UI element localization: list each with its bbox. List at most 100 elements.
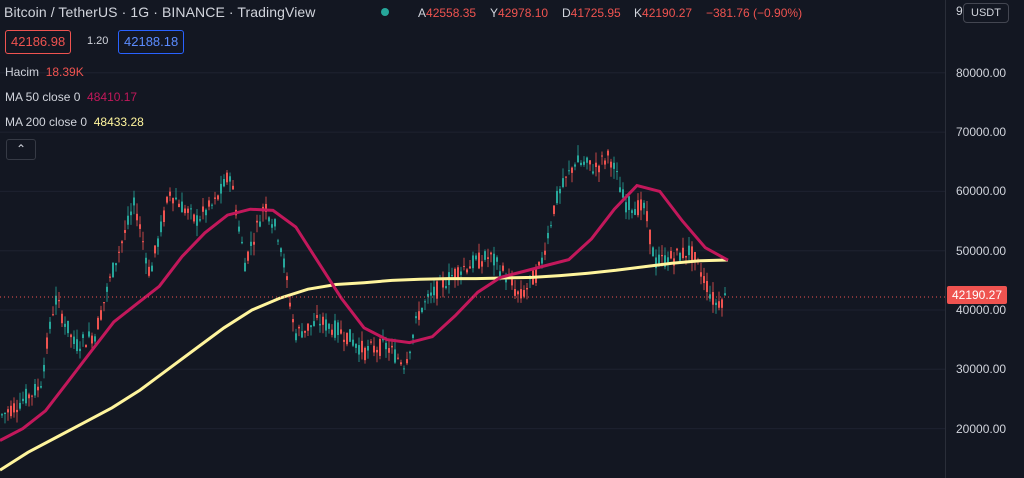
- candle-body: [346, 332, 348, 345]
- candle-body: [49, 321, 51, 329]
- chevron-up-icon[interactable]: ⌃: [6, 139, 36, 160]
- candle-body: [88, 331, 90, 337]
- candle-body: [394, 349, 396, 363]
- candle-body: [556, 190, 558, 204]
- candle-body: [232, 185, 234, 190]
- candle-body: [316, 314, 318, 318]
- candle-body: [493, 253, 495, 266]
- candle-body: [352, 339, 354, 346]
- candle-body: [355, 343, 357, 348]
- candle-body: [73, 336, 75, 344]
- spread-value: 1.20: [87, 35, 109, 47]
- candle-body: [589, 160, 591, 165]
- candle-body: [160, 221, 162, 233]
- candle-body: [592, 171, 594, 174]
- candle-body: [538, 261, 540, 266]
- candle-body: [244, 262, 246, 272]
- candle-body: [28, 394, 30, 399]
- candle-body: [190, 208, 192, 210]
- candle-body: [292, 319, 294, 323]
- candle-body: [484, 251, 486, 260]
- candle-body: [298, 326, 300, 329]
- price-chart[interactable]: [0, 0, 945, 478]
- candle-body: [559, 188, 561, 194]
- candle-body: [187, 208, 189, 213]
- candle-body: [97, 317, 99, 330]
- candle-body: [364, 347, 366, 361]
- candle-body: [667, 257, 669, 265]
- candle-body: [118, 251, 120, 253]
- legend-ma50[interactable]: MA 50 close 0 48410.17: [5, 90, 138, 104]
- candle-body: [541, 257, 543, 264]
- candle-body: [148, 266, 150, 276]
- price-axis[interactable]: 9( USDT 80000.00 70000.00 60000.00 50000.00…: [945, 0, 1024, 478]
- candle-body: [388, 348, 390, 353]
- candle-body: [682, 247, 684, 259]
- candle-body: [571, 167, 573, 173]
- price-tick-label: 70000.00: [956, 125, 1007, 140]
- candle-body: [499, 271, 501, 277]
- candle-body: [496, 257, 498, 262]
- candle-body: [265, 203, 267, 212]
- candle-body: [511, 279, 513, 286]
- candle-body: [169, 191, 171, 196]
- candle-body: [145, 257, 147, 264]
- candle-body: [583, 161, 585, 165]
- candlestick-series: [1, 145, 726, 424]
- buy-price-button[interactable]: 42188.18: [118, 30, 185, 54]
- candle-body: [22, 398, 24, 402]
- price-tick-label: 30000.00: [956, 362, 1007, 377]
- candle-body: [133, 197, 135, 206]
- candle-body: [520, 289, 522, 299]
- legend-ma200[interactable]: MA 200 close 0 48433.28: [5, 115, 144, 129]
- candle-body: [544, 250, 546, 255]
- candle-body: [166, 196, 168, 203]
- candle-body: [340, 329, 342, 334]
- candle-body: [490, 252, 492, 255]
- candle-body: [487, 257, 489, 259]
- candle-body: [103, 302, 105, 304]
- candle-body: [202, 206, 204, 212]
- sell-price-button[interactable]: 42186.98: [5, 30, 72, 54]
- candle-body: [7, 409, 9, 413]
- candle-body: [328, 323, 330, 329]
- candle-body: [109, 276, 111, 278]
- candle-body: [469, 266, 471, 269]
- candle-body: [568, 170, 570, 172]
- candle-body: [430, 292, 432, 296]
- candle-body: [304, 330, 306, 333]
- price-tick-label: 50000.00: [956, 243, 1007, 258]
- candle-body: [226, 172, 228, 183]
- symbol-title[interactable]: Bitcoin / TetherUS · 1G · BINANCE · Trad…: [4, 4, 316, 20]
- candle-body: [553, 205, 555, 214]
- candle-body: [259, 221, 261, 227]
- candle-body: [718, 301, 720, 308]
- currency-badge[interactable]: USDT: [963, 3, 1009, 23]
- candle-body: [709, 294, 711, 299]
- candle-body: [4, 412, 6, 415]
- candle-body: [631, 210, 633, 213]
- candle-body: [526, 287, 528, 290]
- candle-body: [67, 320, 69, 334]
- candle-body: [706, 280, 708, 293]
- candle-body: [31, 395, 33, 397]
- legend-volume[interactable]: Hacim 18.39K: [5, 65, 84, 79]
- candle-body: [586, 157, 588, 163]
- candle-body: [76, 339, 78, 352]
- candle-body: [343, 339, 345, 342]
- candle-body: [643, 202, 645, 209]
- price-tick-label: 40000.00: [956, 303, 1007, 317]
- candle-body: [331, 329, 333, 335]
- candle-body: [121, 241, 123, 244]
- candle-body: [115, 263, 117, 266]
- candle-body: [442, 278, 444, 288]
- candle-body: [100, 310, 102, 320]
- candle-body: [151, 265, 153, 272]
- candle-body: [37, 386, 39, 391]
- candle-body: [613, 162, 615, 169]
- candle-body: [13, 403, 15, 413]
- candle-body: [301, 331, 303, 338]
- candle-body: [505, 279, 507, 283]
- candle-body: [61, 313, 63, 324]
- candle-body: [142, 241, 144, 243]
